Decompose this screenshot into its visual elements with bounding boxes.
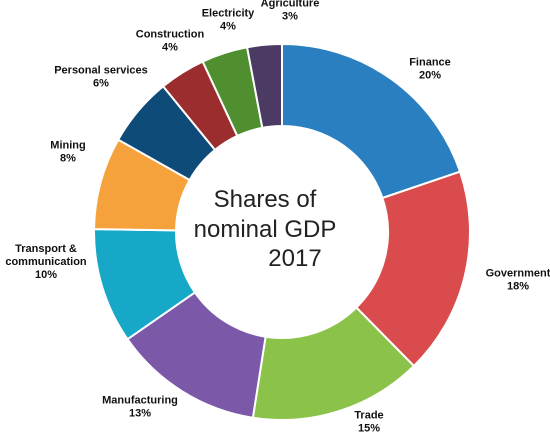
slice-percent-label: 4% <box>162 42 178 54</box>
slice-finance <box>281 42 462 200</box>
center-title-line-2: nominal GDP <box>194 216 337 243</box>
slice-percent-label: 20% <box>419 70 441 82</box>
slice-government <box>354 170 471 368</box>
slice-name-label: Electricity <box>202 8 255 20</box>
slices-group <box>93 42 471 421</box>
slice-name-label: communication <box>5 256 87 268</box>
center-title-line-3: 2017 <box>268 245 321 272</box>
slice-name-label: Agriculture <box>261 0 320 10</box>
slice-name-label: Transport & <box>15 243 77 255</box>
slice-percent-label: 15% <box>358 423 380 435</box>
slice-percent-label: 6% <box>93 78 109 90</box>
slice-percent-label: 18% <box>507 281 529 293</box>
slice-name-label: Personal services <box>54 65 148 77</box>
slice-percent-label: 13% <box>129 408 151 420</box>
slice-agriculture <box>245 42 283 130</box>
slice-name-label: Manufacturing <box>102 395 178 407</box>
slice-name-label: Government <box>486 268 550 280</box>
slice-name-label: Construction <box>136 29 205 41</box>
slice-percent-label: 4% <box>220 21 236 33</box>
slice-percent-label: 3% <box>282 11 298 23</box>
slice-name-label: Mining <box>50 140 85 152</box>
slice-percent-label: 10% <box>35 269 57 281</box>
slice-percent-label: 8% <box>60 153 76 165</box>
center-title-line-1: Shares of <box>214 186 317 213</box>
slice-name-label: Trade <box>354 410 383 422</box>
slice-name-label: Finance <box>409 57 451 69</box>
center-title-group: Shares of nominal GDP 2017 <box>194 186 337 272</box>
